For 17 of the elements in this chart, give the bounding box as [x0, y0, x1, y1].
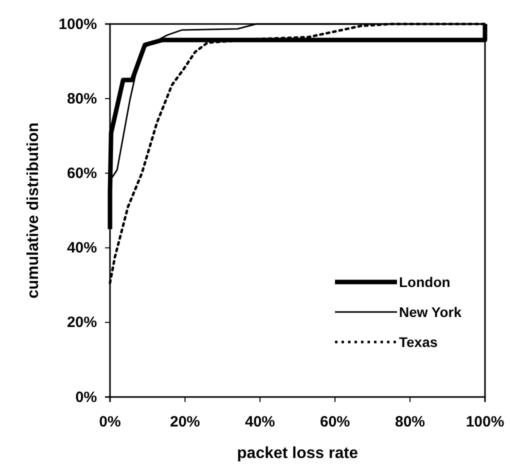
legend-label: London	[399, 274, 450, 290]
x-tick-label: 100%	[466, 414, 504, 431]
y-tick-label: 60%	[66, 165, 97, 182]
x-tick-label: 80%	[394, 414, 426, 431]
x-tick-label: 60%	[320, 414, 350, 431]
x-tick-label: 40%	[244, 414, 276, 431]
y-tick-label: 0%	[75, 388, 97, 406]
y-tick-label: 40%	[66, 240, 97, 257]
y-tick-label: 20%	[66, 314, 97, 332]
legend-label: New York	[399, 304, 462, 320]
x-tick-label: 0%	[99, 414, 121, 431]
legend-label: Texas	[399, 334, 438, 350]
y-tick-label: 80%	[66, 90, 97, 108]
y-axis-title: cumulative distribution	[25, 122, 42, 299]
y-tick-label: 100%	[58, 16, 97, 33]
x-tick-label: 20%	[170, 414, 200, 431]
x-axis-title: packet loss rate	[237, 445, 358, 462]
